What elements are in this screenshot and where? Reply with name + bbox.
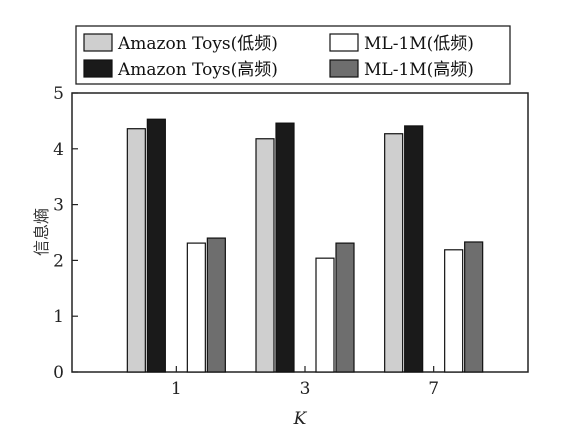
y-tick-label: 5 [53, 84, 64, 104]
plot-frame [71, 92, 529, 373]
legend-swatch [83, 33, 113, 52]
bar-ml-1m--7 [444, 249, 464, 373]
bar-amazon-toys--7 [384, 133, 404, 373]
x-axis: 1 3 7 [171, 366, 439, 399]
bar-ml-1m--1 [186, 242, 206, 373]
legend-label: ML-1M(高频) [364, 60, 474, 80]
y-axis: 0 1 2 3 4 5 [53, 84, 78, 383]
legend-box [75, 25, 511, 85]
bars [126, 118, 484, 373]
y-tick-label: 1 [53, 307, 64, 327]
x-tick-label: 7 [428, 379, 439, 399]
bar-ml-1m--3 [335, 242, 355, 373]
bar-amazon-toys--1 [146, 118, 166, 373]
legend-swatch [329, 33, 359, 52]
bar-amazon-toys--1 [126, 128, 146, 373]
legend-swatch [83, 59, 113, 78]
bar-amazon-toys--3 [255, 138, 275, 373]
legend-swatch [329, 59, 359, 78]
x-axis-label: K [293, 409, 308, 429]
bar-amazon-toys--3 [275, 122, 295, 373]
bar-ml-1m--7 [464, 241, 484, 373]
legend-label: Amazon Toys(低频) [117, 34, 278, 54]
bar-ml-1m--3 [315, 257, 335, 373]
legend-label: Amazon Toys(高频) [117, 60, 278, 80]
x-tick-label: 1 [171, 379, 182, 399]
bar-amazon-toys--7 [404, 125, 424, 373]
y-tick-label: 2 [53, 251, 64, 271]
y-tick-label: 3 [53, 196, 64, 216]
x-tick-label: 3 [300, 379, 311, 399]
y-axis-label: 信息熵 [32, 208, 51, 256]
bar-ml-1m--1 [206, 237, 226, 373]
legend: Amazon Toys(低频) Amazon Toys(高频) ML-1M(低频) M… [75, 25, 511, 85]
y-tick-label: 4 [53, 140, 64, 160]
legend-label: ML-1M(低频) [364, 34, 474, 54]
y-tick-label: 0 [53, 363, 64, 383]
